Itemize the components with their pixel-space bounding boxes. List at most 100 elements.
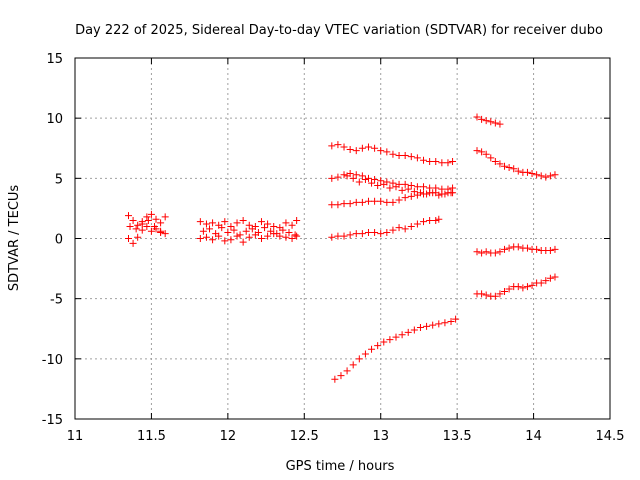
data-point bbox=[236, 231, 244, 239]
data-point bbox=[528, 281, 536, 289]
data-point bbox=[221, 237, 229, 245]
series-seg2_b bbox=[196, 230, 301, 246]
data-point bbox=[438, 190, 446, 198]
data-point bbox=[395, 224, 403, 232]
data-point bbox=[138, 220, 146, 228]
data-point bbox=[328, 142, 336, 150]
data-point bbox=[510, 165, 518, 173]
data-point bbox=[293, 216, 301, 224]
data-point bbox=[389, 226, 397, 234]
data-point bbox=[392, 333, 400, 341]
data-point bbox=[371, 197, 379, 205]
data-point bbox=[264, 232, 272, 240]
data-point bbox=[491, 249, 499, 257]
series-seg3_e bbox=[328, 215, 443, 241]
y-tick-label: -15 bbox=[42, 413, 63, 428]
data-point bbox=[514, 167, 522, 175]
data-point bbox=[383, 198, 391, 206]
data-point bbox=[482, 150, 490, 158]
data-point bbox=[401, 225, 409, 233]
data-point bbox=[340, 143, 348, 151]
data-point bbox=[377, 197, 385, 205]
data-point bbox=[239, 216, 247, 224]
data-point bbox=[279, 226, 287, 234]
data-point bbox=[352, 198, 360, 206]
data-point bbox=[395, 151, 403, 159]
data-point bbox=[147, 227, 155, 235]
y-tick-label: 5 bbox=[55, 172, 63, 187]
data-point bbox=[161, 230, 169, 238]
data-point bbox=[392, 183, 400, 191]
data-point bbox=[519, 284, 527, 292]
data-point bbox=[328, 174, 336, 182]
data-point bbox=[126, 222, 134, 230]
data-point bbox=[542, 277, 550, 285]
data-point bbox=[343, 172, 351, 180]
data-point bbox=[551, 171, 559, 179]
series-seg2_c bbox=[199, 224, 299, 239]
x-tick-label: 13 bbox=[372, 429, 389, 444]
data-point bbox=[398, 331, 406, 339]
data-point bbox=[364, 197, 372, 205]
data-point bbox=[196, 218, 204, 226]
data-point bbox=[343, 367, 351, 375]
data-point bbox=[346, 200, 354, 208]
data-point bbox=[452, 315, 460, 323]
data-point bbox=[420, 156, 428, 164]
data-point bbox=[202, 220, 210, 228]
data-point bbox=[482, 291, 490, 299]
data-point bbox=[542, 173, 550, 181]
data-point bbox=[420, 218, 428, 226]
data-point bbox=[501, 245, 509, 253]
data-point bbox=[291, 231, 299, 239]
series-seg4_a bbox=[473, 113, 504, 128]
data-point bbox=[245, 221, 253, 229]
data-point bbox=[435, 320, 443, 328]
data-point bbox=[334, 201, 342, 209]
data-point bbox=[349, 361, 357, 369]
data-point bbox=[293, 232, 301, 240]
data-point bbox=[374, 182, 382, 190]
data-point bbox=[505, 285, 513, 293]
y-tick-label: -5 bbox=[50, 293, 63, 308]
data-point bbox=[523, 168, 531, 176]
data-point bbox=[209, 236, 217, 244]
grid bbox=[75, 58, 610, 419]
data-point bbox=[413, 154, 421, 162]
chart-title: Day 222 of 2025, Sidereal Day-to-day VTE… bbox=[75, 23, 603, 38]
data-point bbox=[537, 279, 545, 287]
data-point bbox=[361, 176, 369, 184]
data-point bbox=[523, 244, 531, 252]
series-seg1_mid bbox=[126, 216, 165, 236]
data-point bbox=[261, 224, 269, 232]
data-point bbox=[501, 287, 509, 295]
data-point bbox=[478, 115, 486, 123]
data-point bbox=[420, 190, 428, 198]
data-point bbox=[331, 375, 339, 383]
data-point bbox=[157, 219, 165, 227]
data-point bbox=[528, 170, 536, 178]
data-point bbox=[368, 345, 376, 353]
data-point bbox=[420, 183, 428, 191]
data-point bbox=[407, 222, 415, 230]
data-point bbox=[398, 186, 406, 194]
data-point bbox=[273, 230, 281, 238]
data-point bbox=[340, 171, 348, 179]
data-point bbox=[129, 239, 137, 247]
data-point bbox=[233, 232, 241, 240]
data-point bbox=[267, 227, 275, 235]
data-point bbox=[546, 172, 554, 180]
data-point bbox=[157, 228, 165, 236]
data-point bbox=[337, 372, 345, 380]
data-point bbox=[546, 274, 554, 282]
data-point bbox=[239, 238, 247, 246]
data-point bbox=[389, 150, 397, 158]
data-point bbox=[482, 248, 490, 256]
data-point bbox=[352, 230, 360, 238]
data-point bbox=[551, 273, 559, 281]
data-point bbox=[374, 342, 382, 350]
data-point bbox=[401, 151, 409, 159]
data-point bbox=[487, 118, 495, 126]
data-point bbox=[386, 336, 394, 344]
data-point bbox=[352, 171, 360, 179]
